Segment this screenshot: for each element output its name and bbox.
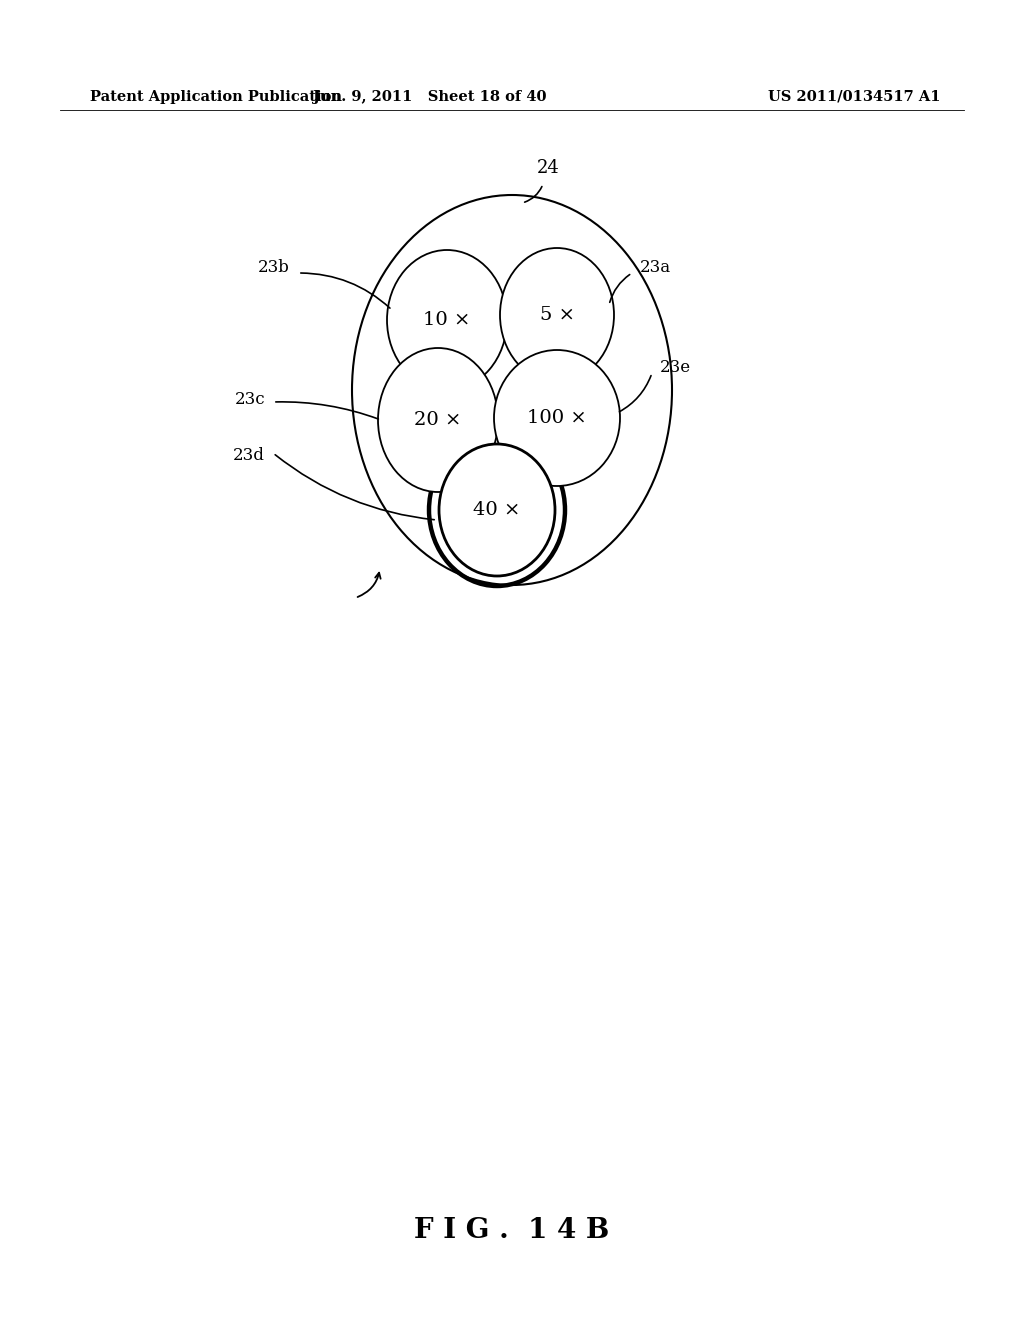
- Text: 23d: 23d: [233, 446, 265, 463]
- Text: F I G .  1 4 B: F I G . 1 4 B: [415, 1217, 609, 1243]
- Ellipse shape: [494, 350, 620, 486]
- Text: 5 ×: 5 ×: [540, 306, 574, 323]
- Text: 23c: 23c: [234, 392, 265, 408]
- Text: 23e: 23e: [660, 359, 691, 376]
- Text: US 2011/0134517 A1: US 2011/0134517 A1: [768, 90, 940, 104]
- Text: 23b: 23b: [258, 260, 290, 276]
- Text: 23a: 23a: [640, 260, 671, 276]
- Text: Jun. 9, 2011   Sheet 18 of 40: Jun. 9, 2011 Sheet 18 of 40: [313, 90, 547, 104]
- Ellipse shape: [500, 248, 614, 381]
- Text: 20 ×: 20 ×: [415, 411, 462, 429]
- Ellipse shape: [387, 249, 507, 389]
- Text: Patent Application Publication: Patent Application Publication: [90, 90, 342, 104]
- Text: 40 ×: 40 ×: [473, 502, 520, 519]
- Text: 24: 24: [537, 158, 559, 177]
- Ellipse shape: [378, 348, 498, 492]
- Text: 100 ×: 100 ×: [527, 409, 587, 426]
- Text: 10 ×: 10 ×: [423, 312, 471, 329]
- Ellipse shape: [439, 444, 555, 576]
